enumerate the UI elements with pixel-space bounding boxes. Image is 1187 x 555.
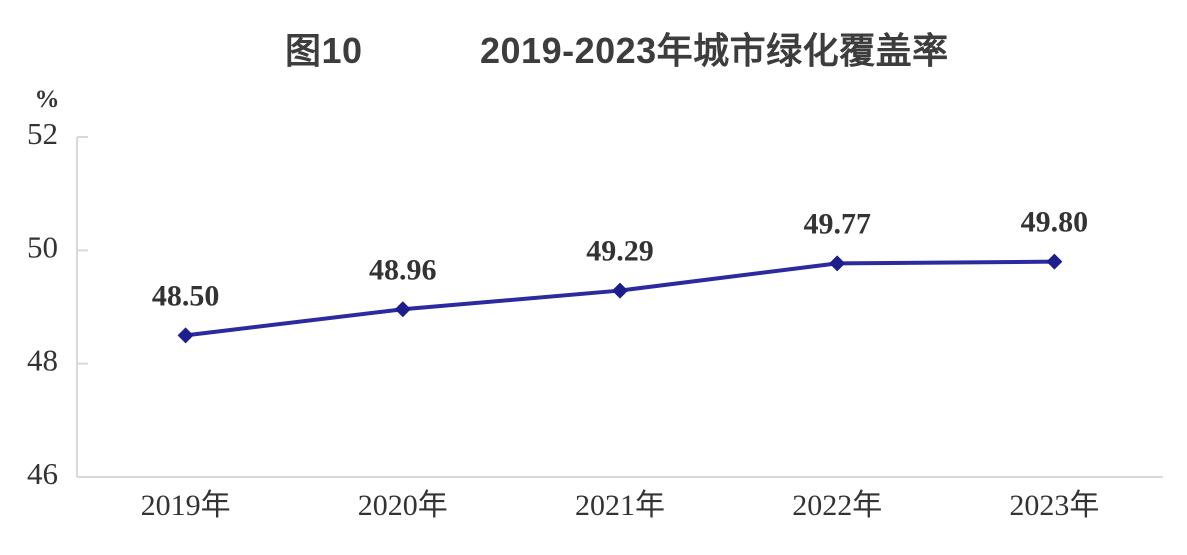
data-point-marker bbox=[394, 301, 411, 318]
y-tick-label: 46 bbox=[27, 456, 58, 491]
y-tick-label: 48 bbox=[27, 343, 58, 378]
data-point-marker bbox=[177, 327, 194, 344]
x-tick-label: 2020年 bbox=[358, 489, 448, 522]
data-point-label: 49.29 bbox=[586, 235, 654, 268]
y-tick-label: 52 bbox=[27, 116, 58, 151]
x-tick-label: 2019年 bbox=[141, 489, 231, 522]
y-tick-label: 50 bbox=[27, 229, 58, 264]
x-tick-label: 2021年 bbox=[575, 489, 665, 522]
data-point-label: 48.96 bbox=[369, 253, 437, 286]
data-point-label: 49.77 bbox=[803, 207, 871, 240]
data-point-marker bbox=[1046, 253, 1063, 270]
data-point-marker bbox=[829, 255, 846, 272]
y-axis-unit-label: % bbox=[35, 86, 60, 113]
data-point-label: 49.80 bbox=[1021, 206, 1089, 239]
x-tick-label: 2023年 bbox=[1009, 489, 1099, 522]
figure-number: 图10 bbox=[285, 30, 363, 71]
data-point-marker bbox=[612, 282, 628, 299]
figure-title: 2019-2023年城市绿化覆盖率 bbox=[480, 30, 949, 71]
chart-title-row: 图10 2019-2023年城市绿化覆盖率 bbox=[0, 22, 1187, 71]
x-tick-label: 2022年 bbox=[792, 489, 882, 522]
data-point-label: 48.50 bbox=[152, 279, 220, 312]
